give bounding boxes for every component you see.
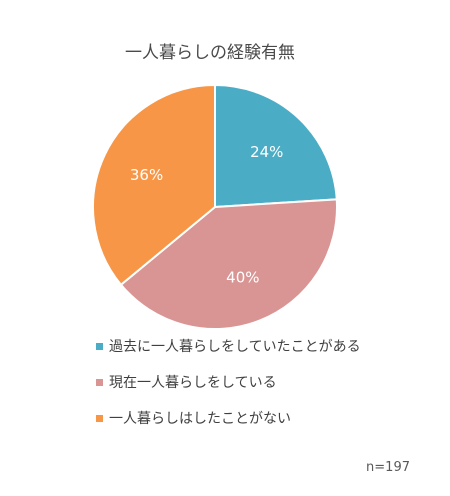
legend-item: 過去に一人暮らしをしていたことがある bbox=[96, 336, 361, 356]
sample-size-note: n=197 bbox=[366, 460, 410, 475]
legend: 過去に一人暮らしをしていたことがある 現在一人暮らしをしている 一人暮らしはした… bbox=[96, 336, 361, 444]
pie-label-current: 40% bbox=[226, 268, 259, 286]
legend-label: 一人暮らしはしたことがない bbox=[109, 411, 291, 427]
legend-swatch-never bbox=[96, 414, 103, 422]
chart-title: 一人暮らしの経験有無 bbox=[125, 43, 295, 63]
pie-chart: 24% 40% 36% bbox=[92, 83, 338, 330]
legend-label: 過去に一人暮らしをしていたことがある bbox=[109, 339, 361, 355]
pie-slice-current bbox=[119, 198, 338, 330]
pie-label-past: 24% bbox=[250, 143, 283, 161]
legend-swatch-current bbox=[96, 378, 103, 386]
legend-swatch-past bbox=[96, 342, 103, 350]
legend-item: 一人暮らしはしたことがない bbox=[96, 408, 361, 428]
pie-slice-never bbox=[92, 83, 216, 287]
pie-label-never: 36% bbox=[130, 166, 163, 184]
pie-slice-past bbox=[214, 83, 338, 209]
legend-item: 現在一人暮らしをしている bbox=[96, 372, 361, 392]
legend-label: 現在一人暮らしをしている bbox=[109, 375, 277, 391]
